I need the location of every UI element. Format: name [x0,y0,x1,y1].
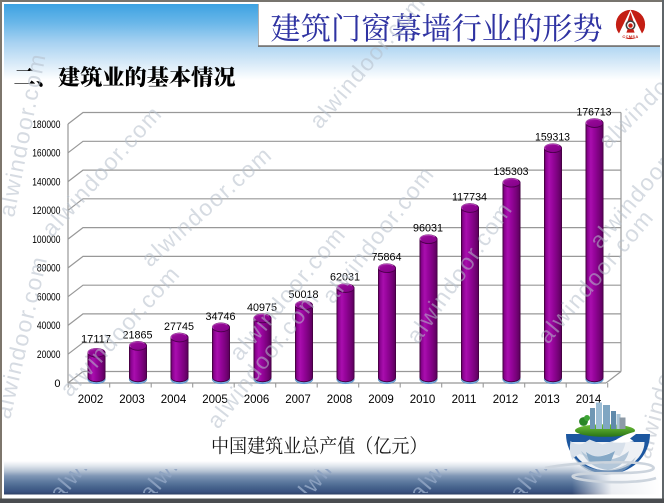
svg-text:2013: 2013 [534,394,560,406]
svg-text:2007: 2007 [285,394,311,406]
svg-text:2014: 2014 [576,394,602,406]
svg-text:CCMSA: CCMSA [622,34,638,39]
svg-text:2004: 2004 [161,394,187,406]
svg-text:60000: 60000 [37,292,61,304]
svg-text:27745: 27745 [164,321,194,333]
svg-text:2005: 2005 [202,394,228,406]
svg-text:40975: 40975 [247,302,277,314]
svg-text:180000: 180000 [32,119,60,131]
svg-text:2011: 2011 [452,394,477,406]
svg-text:117734: 117734 [452,191,487,203]
svg-text:75864: 75864 [372,252,402,264]
svg-text:160000: 160000 [32,148,60,160]
svg-text:135303: 135303 [494,166,529,178]
svg-text:120000: 120000 [32,205,60,217]
svg-text:40000: 40000 [37,320,61,332]
svg-text:17117: 17117 [81,333,111,345]
svg-text:2008: 2008 [327,394,353,406]
svg-text:140000: 140000 [32,176,60,188]
svg-text:2002: 2002 [78,394,104,406]
svg-text:34746: 34746 [206,311,236,323]
svg-text:96031: 96031 [413,223,443,235]
svg-text:0: 0 [54,378,60,390]
svg-text:176713: 176713 [577,107,612,119]
svg-text:2006: 2006 [244,394,270,406]
svg-text:2003: 2003 [119,394,145,406]
svg-text:2009: 2009 [368,394,394,406]
svg-text:50018: 50018 [289,289,319,301]
svg-text:62031: 62031 [330,272,360,284]
svg-text:20000: 20000 [37,349,61,361]
svg-text:80000: 80000 [37,263,61,275]
svg-text:2010: 2010 [410,394,436,406]
svg-text:159313: 159313 [535,132,570,144]
svg-text:2012: 2012 [493,394,519,406]
svg-text:100000: 100000 [32,234,60,246]
svg-text:21865: 21865 [123,329,153,341]
